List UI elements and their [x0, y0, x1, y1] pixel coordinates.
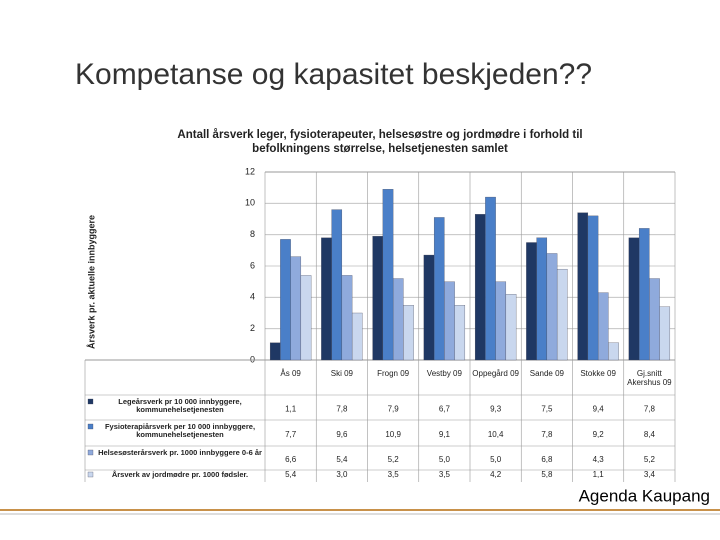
table-value: 5,0: [490, 455, 502, 464]
footer: Agenda Kaupang: [579, 486, 710, 505]
x-tick-label: Stokke 09: [580, 369, 616, 378]
bar: [546, 253, 558, 361]
bar: [505, 294, 517, 361]
bar: [638, 228, 650, 361]
table-value: 3,0: [336, 470, 348, 479]
y-tick-label: 6: [250, 260, 255, 270]
table-value: 1,1: [285, 405, 297, 414]
legend-swatch: [87, 423, 94, 430]
bar: [423, 254, 435, 361]
legend-entry: Legeårsverk pr 10 000 innbyggere, kommun…: [118, 397, 242, 414]
bar: [280, 239, 291, 361]
table-value: 7,8: [336, 405, 348, 414]
table-value: 9,6: [336, 430, 348, 439]
legend-entry: Årsverk av jordmødre pr. 1000 fødsler.: [111, 470, 249, 479]
table-value: 5,0: [439, 455, 451, 464]
bar: [556, 268, 568, 361]
bar: [403, 305, 414, 361]
table-value: 9,2: [593, 430, 605, 439]
table-value: 7,9: [388, 405, 400, 414]
x-tick-label: Vestby 09: [426, 369, 462, 378]
bar: [608, 342, 619, 361]
table-value: 3,4: [644, 470, 656, 479]
bar: [290, 256, 302, 361]
table-value: 3,5: [439, 470, 451, 479]
y-tick-label: 2: [250, 323, 255, 333]
bar: [628, 237, 640, 361]
x-tick-label: Ås 09: [280, 369, 301, 378]
x-tick-label: Ski 09: [330, 369, 353, 378]
chart-title: Antall årsverk leger, fysioterapeuter, h…: [177, 129, 583, 155]
table-value: 10,9: [385, 430, 401, 439]
bar: [269, 342, 281, 361]
bar: [495, 281, 507, 361]
table-value: 1,1: [593, 470, 605, 479]
table-value: 7,5: [541, 405, 553, 414]
bar: [474, 214, 486, 361]
x-tick-label: Frogn 09: [377, 369, 410, 378]
table-value: 6,6: [285, 455, 297, 464]
table-value: 9,3: [490, 405, 502, 414]
bar: [351, 312, 363, 361]
bar: [649, 278, 660, 361]
table-value: 5,2: [644, 455, 656, 464]
table-value: 7,8: [644, 405, 656, 414]
table-value: 5,4: [336, 455, 348, 464]
bar: [331, 209, 343, 361]
table-value: 8,4: [644, 430, 656, 439]
y-tick-label: 8: [250, 229, 255, 239]
bar: [659, 306, 671, 361]
table-value: 6,8: [541, 455, 553, 464]
y-tick-label: 10: [245, 198, 255, 208]
bar: [392, 278, 404, 361]
y-tick-label: 4: [250, 292, 255, 302]
legend-entry: Fysioterapiårsverk per 10 000 innbyggere…: [104, 422, 256, 439]
bar: [577, 212, 589, 361]
y-axis-label: Årsverk pr. aktuelle innbyggere: [86, 215, 96, 349]
table-value: 3,5: [388, 470, 400, 479]
bar: [454, 305, 466, 361]
x-tick-label: Gj.snitt Akershus 09: [627, 369, 672, 387]
table-value: 5,2: [388, 455, 400, 464]
table-value: 9,4: [593, 405, 605, 414]
legend-entry: Helsesøsterårsverk pr. 1000 innbyggere 0…: [98, 448, 262, 457]
legend-swatch: [87, 471, 94, 478]
bar: [485, 196, 496, 361]
bar: [433, 217, 445, 361]
bar: [597, 292, 609, 361]
slide-title: Kompetanse og kapasitet beskjeden??: [75, 58, 592, 91]
table-value: 5,4: [285, 470, 297, 479]
y-tick-label: 12: [245, 166, 255, 176]
x-tick-label: Sande 09: [529, 369, 564, 378]
bar: [341, 275, 353, 361]
y-tick-label: 0: [250, 354, 255, 364]
table-value: 9,1: [439, 430, 451, 439]
bar: [587, 215, 599, 361]
legend-swatch: [87, 449, 94, 456]
bar: [382, 189, 394, 361]
table-value: 4,2: [490, 470, 502, 479]
bar: [321, 237, 332, 361]
bar: [526, 242, 537, 361]
table-value: 4,3: [593, 455, 605, 464]
table-value: 7,8: [541, 430, 553, 439]
bar: [300, 275, 312, 361]
bar: [444, 281, 455, 361]
table-value: 5,8: [541, 470, 553, 479]
bar: [372, 236, 384, 361]
table-value: 6,7: [439, 405, 451, 414]
bar: [536, 237, 548, 361]
x-tick-label: Oppegård 09: [472, 369, 519, 378]
legend-swatch: [87, 398, 94, 405]
table-value: 7,7: [285, 430, 297, 439]
table-value: 10,4: [488, 430, 504, 439]
